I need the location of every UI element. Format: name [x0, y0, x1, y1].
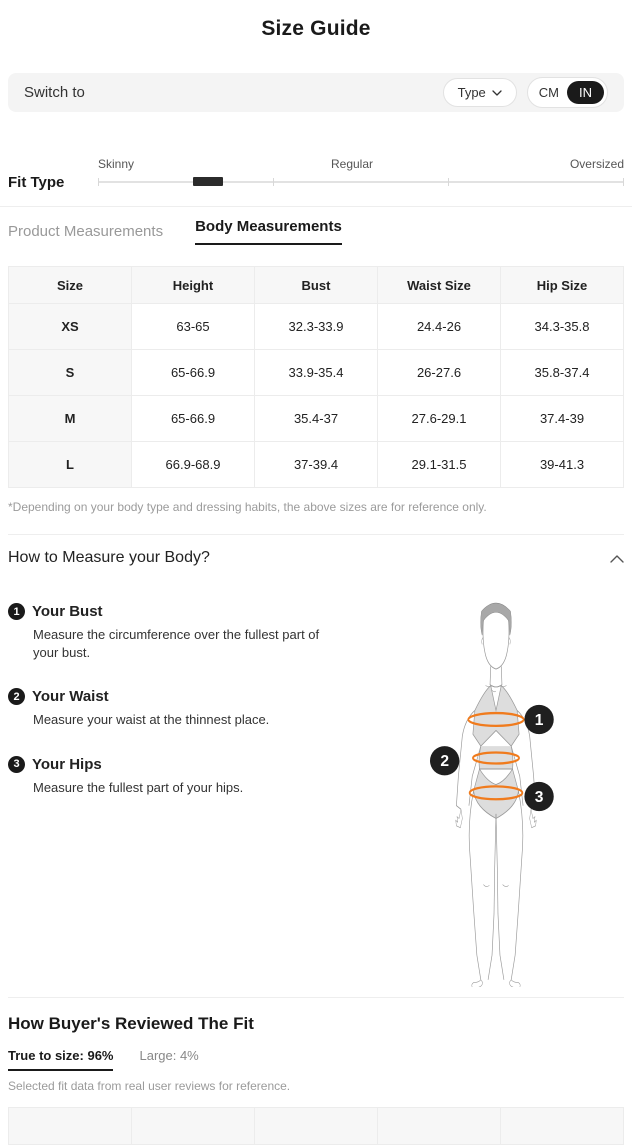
svg-text:1: 1 — [535, 712, 544, 729]
svg-text:3: 3 — [535, 789, 544, 806]
svg-text:2: 2 — [440, 753, 449, 770]
